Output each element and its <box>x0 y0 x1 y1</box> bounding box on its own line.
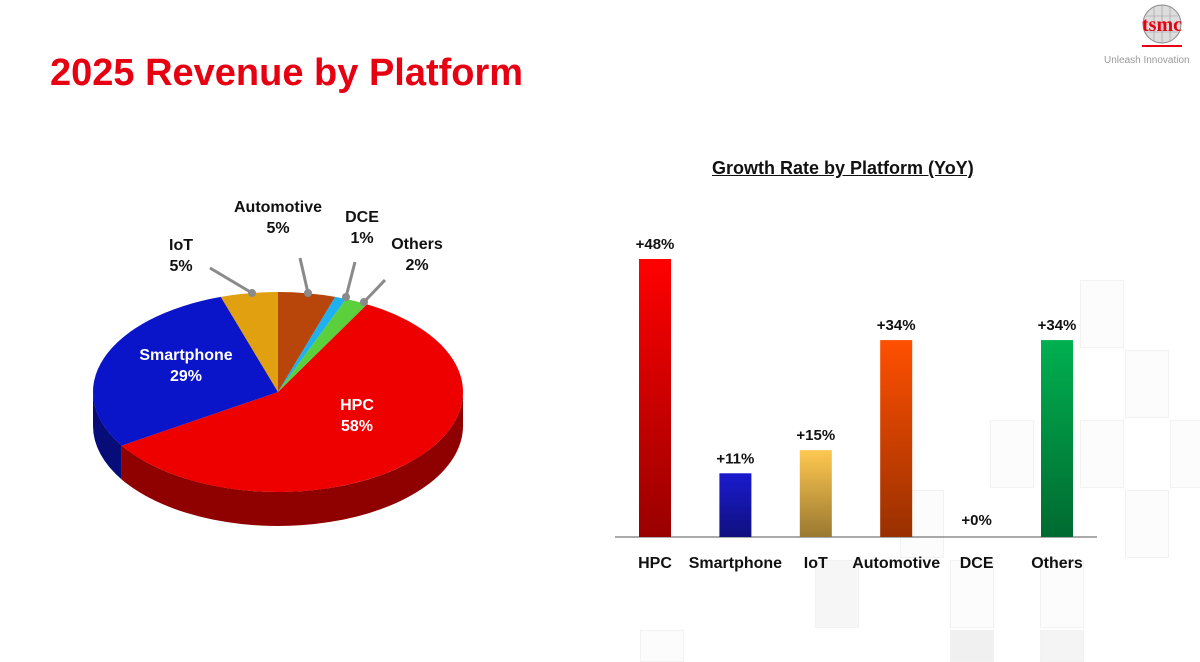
bar-hpc <box>639 259 671 537</box>
leader-line <box>298 257 310 294</box>
pie-slice-iot <box>220 292 278 392</box>
leader-line <box>344 261 357 298</box>
logo-tagline: Unleash Innovation <box>1104 55 1190 66</box>
leader-dot <box>360 298 368 306</box>
x-tick-label: Others <box>1031 555 1083 572</box>
pie-slice-automotive <box>278 292 336 392</box>
pie-value-label: 58% <box>341 418 373 435</box>
leader-line <box>209 266 253 295</box>
pie-slice-others <box>278 299 368 392</box>
bar-value-label: +48% <box>636 236 675 253</box>
bar-iot <box>799 450 832 537</box>
pie-value-label: 1% <box>350 230 373 247</box>
bar-smartphone <box>719 473 752 537</box>
bar-value-label: +0% <box>961 512 991 529</box>
page-title: 2025 Revenue by Platform <box>50 52 524 94</box>
bar-value-label: +34% <box>877 317 916 334</box>
x-tick-label: Automotive <box>852 555 940 572</box>
bar-value-label: +34% <box>1038 317 1077 334</box>
bar-automotive <box>880 340 913 537</box>
logo-text: tsmc <box>1142 14 1182 36</box>
pie-value-label: 5% <box>169 258 192 275</box>
tsmc-logo: tsmc <box>1100 2 1200 68</box>
pie-side-smartphone <box>93 392 122 480</box>
bar-others <box>1041 340 1073 537</box>
pie-label: HPC <box>340 397 374 414</box>
x-tick-label: HPC <box>638 555 672 572</box>
pie-side-hpc <box>121 392 464 526</box>
pie-value-label: 5% <box>266 220 289 237</box>
pie-label: IoT <box>169 237 193 254</box>
pie-label: Automotive <box>234 199 322 216</box>
x-tick-label: DCE <box>960 555 994 572</box>
pie-label: Smartphone <box>139 347 232 364</box>
leader-line <box>362 278 387 304</box>
pie-label: Others <box>391 236 443 253</box>
wafer-logo-icon: tsmc <box>1142 4 1182 47</box>
x-tick-label: Smartphone <box>689 555 782 572</box>
bar-chart-title: Growth Rate by Platform (YoY) <box>712 158 974 178</box>
pie-slice-hpc <box>121 304 464 492</box>
pie-slice-dce <box>278 296 347 392</box>
pie-value-label: 2% <box>405 257 428 274</box>
pie-label: DCE <box>345 209 379 226</box>
bar-value-label: +11% <box>716 450 754 467</box>
pie-value-label: 29% <box>170 368 202 385</box>
pie-slice-smartphone <box>93 296 278 446</box>
x-tick-label: IoT <box>804 555 828 572</box>
leader-dot <box>342 293 350 301</box>
leader-dot <box>304 289 312 297</box>
bar-value-label: +15% <box>796 427 835 444</box>
leader-dot <box>248 289 256 297</box>
